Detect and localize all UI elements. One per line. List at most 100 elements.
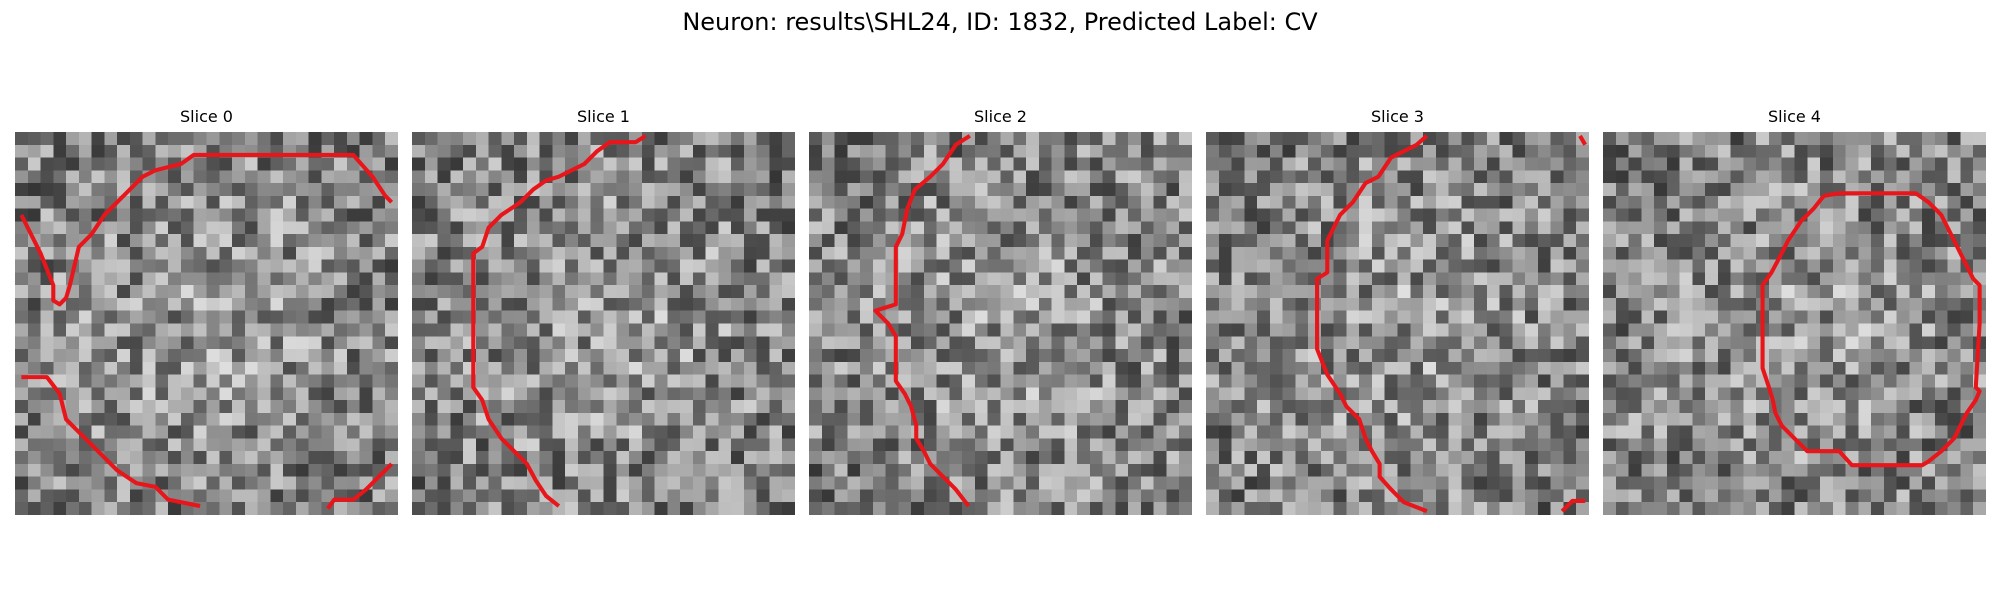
image-pixel (1537, 489, 1551, 503)
image-pixel (603, 323, 617, 337)
image-pixel (809, 183, 823, 197)
image-pixel (1013, 208, 1027, 222)
image-pixel (705, 132, 719, 146)
image-pixel (641, 144, 655, 158)
image-pixel (412, 387, 426, 401)
image-pixel (1576, 195, 1589, 209)
image-pixel (1231, 234, 1245, 248)
image-pixel (1384, 451, 1398, 465)
image-pixel (1628, 259, 1642, 273)
image-pixel (1153, 489, 1167, 503)
image-pixel (539, 502, 553, 515)
image-pixel (1525, 285, 1539, 299)
image-pixel (1537, 157, 1551, 171)
image-pixel (1269, 132, 1283, 146)
image-pixel (1051, 336, 1065, 350)
image-pixel (705, 221, 719, 235)
image-pixel (1871, 208, 1885, 222)
image-pixel (219, 183, 233, 197)
image-pixel (359, 221, 373, 235)
image-pixel (782, 157, 795, 171)
image-pixel (1654, 132, 1668, 146)
image-pixel (346, 412, 360, 426)
image-pixel (1883, 438, 1897, 452)
image-pixel (232, 451, 246, 465)
image-pixel (219, 221, 233, 235)
image-pixel (15, 234, 29, 248)
image-pixel (514, 259, 528, 273)
image-pixel (424, 451, 438, 465)
image-pixel (514, 425, 528, 439)
image-pixel (577, 412, 591, 426)
image-pixel (1206, 157, 1220, 171)
image-pixel (1000, 285, 1014, 299)
image-pixel (257, 374, 271, 388)
image-pixel (1089, 297, 1103, 311)
image-pixel (1781, 502, 1795, 515)
image-pixel (1550, 489, 1564, 503)
image-pixel (1807, 170, 1821, 184)
image-pixel (911, 323, 925, 337)
image-pixel (872, 361, 886, 375)
image-pixel (66, 195, 80, 209)
image-pixel (270, 157, 284, 171)
image-pixel (1320, 412, 1334, 426)
image-pixel (219, 349, 233, 363)
image-pixel (1371, 374, 1385, 388)
image-pixel (782, 144, 795, 158)
image-pixel (66, 208, 80, 222)
image-pixel (577, 310, 591, 324)
image-pixel (1512, 451, 1526, 465)
image-pixel (1128, 234, 1142, 248)
image-pixel (756, 349, 770, 363)
image-pixel (78, 157, 92, 171)
image-pixel (1115, 425, 1129, 439)
image-pixel (1115, 374, 1129, 388)
image-pixel (1743, 132, 1757, 146)
image-pixel (1550, 183, 1564, 197)
image-pixel (1960, 387, 1974, 401)
image-pixel (412, 349, 426, 363)
image-pixel (1832, 246, 1846, 260)
image-pixel (1820, 412, 1834, 426)
image-pixel (526, 208, 540, 222)
image-pixel (565, 349, 579, 363)
image-pixel (654, 502, 668, 515)
image-pixel (847, 285, 861, 299)
image-pixel (692, 336, 706, 350)
image-pixel (1089, 272, 1103, 286)
image-pixel (962, 157, 976, 171)
image-pixel (1257, 438, 1271, 452)
image-pixel (718, 259, 732, 273)
image-pixel (962, 412, 976, 426)
image-pixel (1257, 157, 1271, 171)
image-pixel (885, 400, 899, 414)
image-pixel (1000, 234, 1014, 248)
image-pixel (1628, 476, 1642, 490)
image-pixel (1346, 438, 1360, 452)
image-pixel (412, 400, 426, 414)
image-pixel (104, 234, 118, 248)
image-pixel (1295, 323, 1309, 337)
image-pixel (680, 463, 694, 477)
image-pixel (680, 400, 694, 414)
image-pixel (168, 463, 182, 477)
image-pixel (1550, 132, 1564, 146)
image-pixel (1525, 259, 1539, 273)
image-pixel (1384, 234, 1398, 248)
image-pixel (1231, 323, 1245, 337)
image-pixel (1244, 336, 1258, 350)
image-pixel (412, 285, 426, 299)
image-pixel (974, 502, 988, 515)
image-pixel (834, 157, 848, 171)
image-pixel (1448, 451, 1462, 465)
image-pixel (1295, 502, 1309, 515)
image-pixel (1064, 310, 1078, 324)
image-pixel (1384, 361, 1398, 375)
image-pixel (514, 502, 528, 515)
image-pixel (1768, 451, 1782, 465)
image-pixel (1666, 476, 1680, 490)
image-pixel (334, 374, 348, 388)
image-pixel (898, 310, 912, 324)
image-pixel (1153, 272, 1167, 286)
